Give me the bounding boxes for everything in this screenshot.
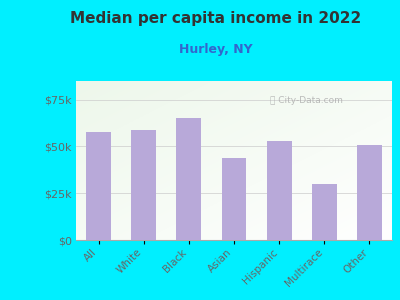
Bar [267, 141, 292, 240]
Bar [176, 118, 201, 240]
Bar [86, 131, 111, 240]
Bar [357, 145, 382, 240]
Text: Hurley, NY: Hurley, NY [179, 44, 253, 56]
Text: ⓘ City-Data.com: ⓘ City-Data.com [270, 96, 343, 105]
Text: Median per capita income in 2022: Median per capita income in 2022 [70, 11, 362, 26]
Bar [222, 158, 246, 240]
Bar [312, 184, 337, 240]
Bar [131, 130, 156, 240]
